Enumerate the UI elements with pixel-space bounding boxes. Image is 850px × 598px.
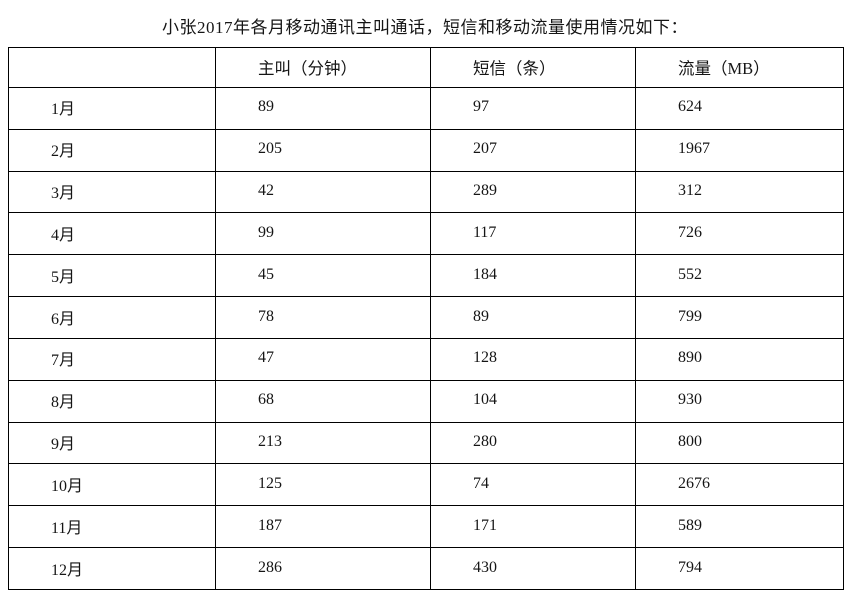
cell-data: 589 [635,505,844,549]
cell-sms: 117 [430,212,636,256]
table-row: 9月 213 280 800 [8,421,844,465]
table-row: 10月 125 74 2676 [8,463,844,507]
cell-calls: 45 [215,254,431,298]
table-row: 3月 42 289 312 [8,170,844,214]
cell-calls: 42 [215,170,431,214]
cell-calls: 286 [215,547,431,590]
cell-sms: 97 [430,87,636,130]
cell-data: 312 [635,170,844,214]
cell-sms: 280 [430,421,636,465]
cell-calls: 205 [215,128,431,172]
cell-data: 726 [635,212,844,256]
cell-month: 11月 [8,505,216,549]
cell-month: 10月 [8,463,216,507]
cell-month: 6月 [8,296,216,339]
cell-sms: 289 [430,170,636,214]
cell-data: 930 [635,379,844,423]
cell-data: 1967 [635,128,844,172]
cell-month: 1月 [8,87,216,130]
cell-calls: 125 [215,463,431,507]
table-row: 7月 47 128 890 [8,337,844,381]
cell-data: 799 [635,296,844,339]
cell-month: 7月 [8,337,216,381]
header-row: 主叫（分钟） 短信（条） 流量（MB） [8,47,844,88]
table-row: 12月 286 430 794 [8,547,844,590]
table-row: 8月 68 104 930 [8,379,844,423]
cell-month: 5月 [8,254,216,298]
table-row: 1月 89 97 624 [8,87,844,130]
cell-sms: 430 [430,547,636,590]
cell-sms: 207 [430,128,636,172]
cell-month: 3月 [8,170,216,214]
cell-sms: 128 [430,337,636,381]
cell-month: 9月 [8,421,216,465]
cell-month: 12月 [8,547,216,590]
cell-calls: 78 [215,296,431,339]
cell-month: 8月 [8,379,216,423]
cell-calls: 89 [215,87,431,130]
cell-sms: 184 [430,254,636,298]
cell-data: 2676 [635,463,844,507]
cell-calls: 187 [215,505,431,549]
cell-sms: 89 [430,296,636,339]
header-cell-data: 流量（MB） [635,47,844,88]
cell-sms: 74 [430,463,636,507]
cell-data: 794 [635,547,844,590]
table-row: 4月 99 117 726 [8,212,844,256]
table-row: 2月 205 207 1967 [8,128,844,172]
cell-sms: 171 [430,505,636,549]
cell-sms: 104 [430,379,636,423]
table-row: 5月 45 184 552 [8,254,844,298]
table-row: 11月 187 171 589 [8,505,844,549]
header-cell-sms: 短信（条） [430,47,636,88]
header-cell-calls: 主叫（分钟） [215,47,431,88]
usage-table: 主叫（分钟） 短信（条） 流量（MB） 1月 89 97 624 2月 205 … [8,47,844,590]
cell-data: 800 [635,421,844,465]
cell-data: 890 [635,337,844,381]
cell-data: 552 [635,254,844,298]
cell-data: 624 [635,87,844,130]
cell-calls: 47 [215,337,431,381]
table-row: 6月 78 89 799 [8,296,844,339]
header-cell-empty [8,47,216,88]
cell-calls: 99 [215,212,431,256]
cell-calls: 213 [215,421,431,465]
page-title: 小张2017年各月移动通讯主叫通话，短信和移动流量使用情况如下： [162,18,688,37]
cell-month: 2月 [8,128,216,172]
cell-calls: 68 [215,379,431,423]
cell-month: 4月 [8,212,216,256]
